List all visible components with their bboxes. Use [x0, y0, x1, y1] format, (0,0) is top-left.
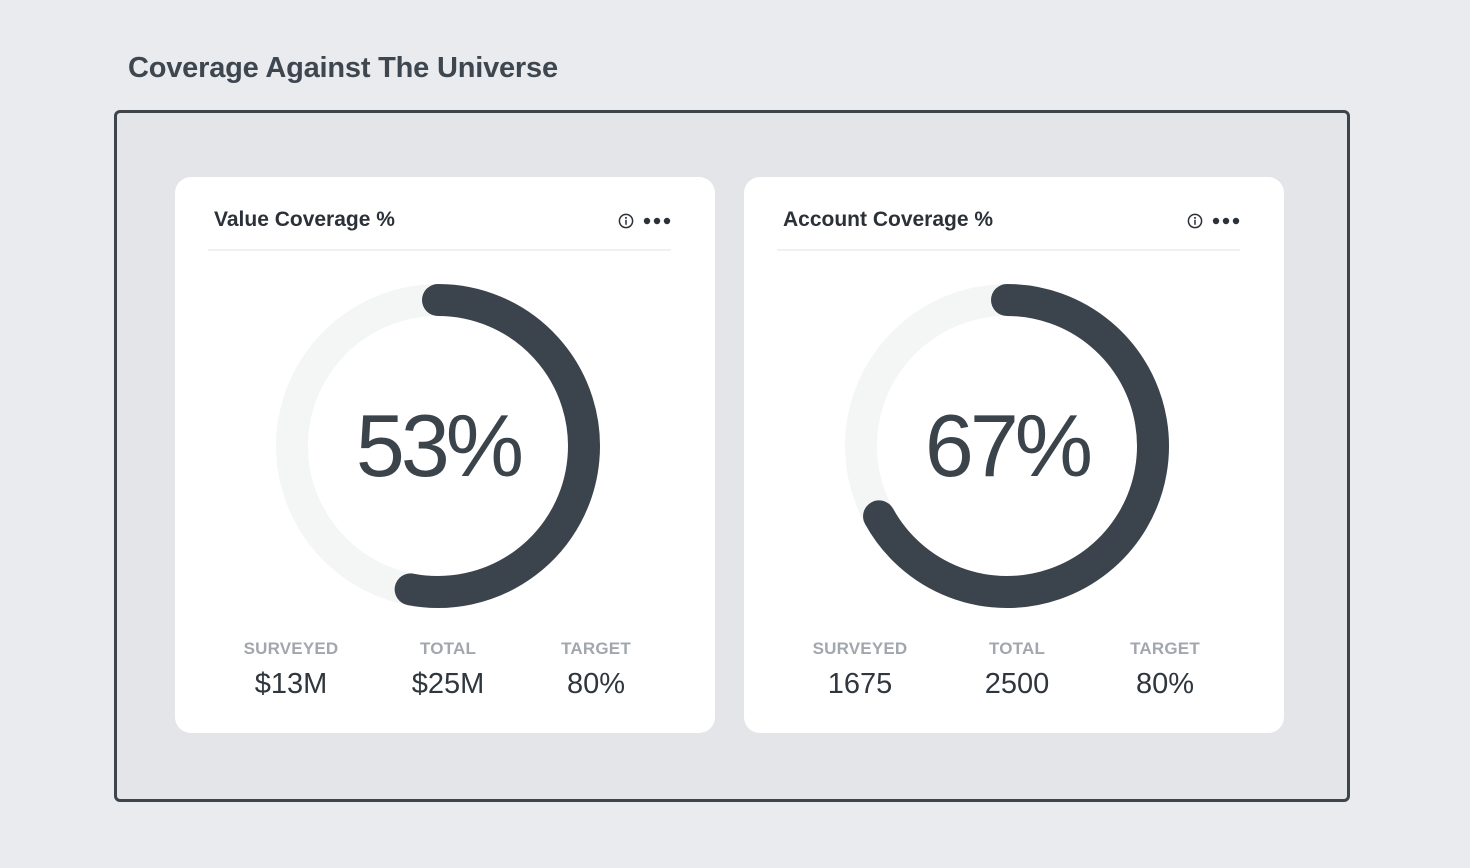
info-icon[interactable]	[618, 213, 634, 229]
coverage-percent-value: 67%	[924, 396, 1093, 495]
coverage-percent-value: 53%	[355, 396, 524, 495]
card-title: Account Coverage %	[783, 208, 994, 231]
card-title: Value Coverage %	[214, 208, 395, 231]
stat-value: 80%	[1135, 668, 1195, 700]
donut-arc	[394, 284, 600, 608]
donut-chart	[845, 284, 1169, 608]
stat-target: TARGET 80%	[1090, 639, 1240, 701]
stat-value: 1675	[827, 668, 893, 700]
stat-surveyed: SURVEYED $13M	[216, 639, 366, 701]
stats-row: SURVEYED $13M TOTAL $25M TARGET 80%	[215, 639, 675, 709]
more-options-icon[interactable]	[1212, 217, 1240, 225]
value-coverage-card: Value Coverage % 53% SURVEYED $13M	[175, 177, 715, 733]
stat-surveyed: SURVEYED 1675	[785, 639, 935, 701]
stat-label: TOTAL	[988, 639, 1046, 658]
stat-label: TARGET	[561, 639, 631, 658]
stat-value: 80%	[566, 668, 626, 700]
stat-value: 2500	[984, 668, 1050, 700]
stat-value: $25M	[411, 668, 485, 700]
stats-row: SURVEYED 1675 TOTAL 2500 TARGET 80%	[784, 639, 1244, 709]
stat-target: TARGET 80%	[521, 639, 671, 701]
donut-chart	[276, 284, 600, 608]
card-header: Account Coverage %	[777, 177, 1240, 251]
card-header: Value Coverage %	[208, 177, 671, 251]
account-coverage-card: Account Coverage % 67% SURVEYED 1675	[744, 177, 1284, 733]
stat-total: TOTAL $25M	[373, 639, 523, 701]
stat-label: TOTAL	[419, 639, 477, 658]
page-title: Coverage Against The Universe	[128, 52, 558, 84]
stat-label: TARGET	[1130, 639, 1200, 658]
coverage-panel: Value Coverage % 53% SURVEYED $13M	[114, 110, 1350, 802]
stat-label: SURVEYED	[812, 639, 908, 658]
more-options-icon[interactable]	[643, 217, 671, 225]
stat-label: SURVEYED	[243, 639, 339, 658]
stat-total: TOTAL 2500	[942, 639, 1092, 701]
stat-value: $13M	[254, 668, 328, 700]
info-icon[interactable]	[1187, 213, 1203, 229]
donut-arc	[863, 284, 1169, 608]
